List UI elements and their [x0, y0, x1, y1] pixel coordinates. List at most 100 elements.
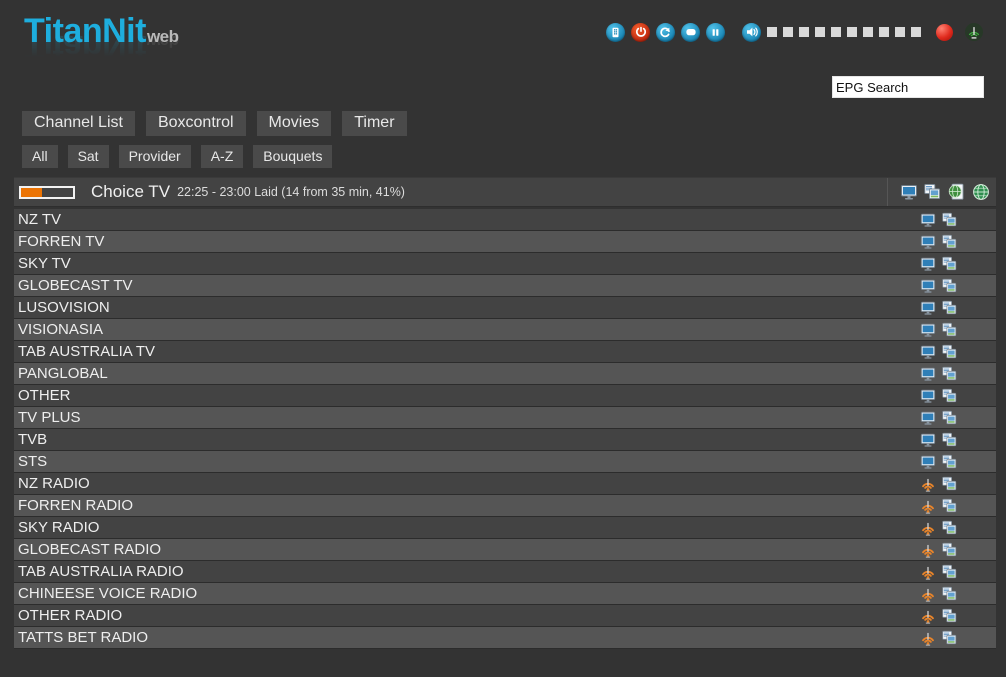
remote-keypad-icon[interactable] [606, 22, 625, 42]
filter-sat[interactable]: Sat [67, 145, 109, 168]
radio-antenna-icon[interactable] [920, 586, 936, 602]
bouquet-list-icon[interactable] [942, 432, 958, 448]
refresh-icon[interactable] [656, 22, 675, 42]
epg-search-input[interactable] [832, 76, 984, 98]
bouquet-list-icon[interactable] [942, 278, 958, 294]
tv-monitor-icon[interactable] [920, 212, 936, 228]
filter-a-z[interactable]: A-Z [200, 145, 244, 168]
channel-row[interactable]: SKY TV [14, 253, 996, 275]
bouquet-list-icon[interactable] [942, 300, 958, 316]
channel-row[interactable]: TVB [14, 429, 996, 451]
bouquet-list-icon[interactable] [942, 498, 958, 514]
bouquet-list-icon[interactable] [942, 542, 958, 558]
channel-row-label: TVB [18, 431, 48, 448]
tab-boxcontrol[interactable]: Boxcontrol [145, 111, 246, 136]
bouquet-list-icon[interactable] [942, 410, 958, 426]
web-page-globe-icon[interactable] [948, 183, 966, 201]
radio-antenna-icon[interactable] [920, 520, 936, 536]
volume-block[interactable] [831, 27, 841, 37]
bouquet-list-icon[interactable] [942, 322, 958, 338]
channel-row[interactable]: STS [14, 451, 996, 473]
volume-block[interactable] [911, 27, 921, 37]
channel-row[interactable]: OTHER [14, 385, 996, 407]
channel-row[interactable]: FORREN RADIO [14, 495, 996, 517]
bouquet-list-icon[interactable] [942, 608, 958, 624]
channel-row[interactable]: PANGLOBAL [14, 363, 996, 385]
filter-bouquets[interactable]: Bouquets [253, 145, 333, 168]
bouquet-list-icon[interactable] [942, 520, 958, 536]
radio-antenna-icon[interactable] [920, 564, 936, 580]
channel-row-actions [920, 454, 996, 470]
now-playing-channel: Choice TV [91, 182, 171, 201]
channel-row[interactable]: FORREN TV [14, 231, 996, 253]
bouquet-list-icon[interactable] [942, 256, 958, 272]
channel-row[interactable]: SKY RADIO [14, 517, 996, 539]
volume-block[interactable] [895, 27, 905, 37]
channel-row[interactable]: TAB AUSTRALIA TV [14, 341, 996, 363]
bouquet-list-icon[interactable] [942, 212, 958, 228]
channel-row[interactable]: NZ RADIO [14, 473, 996, 495]
tv-monitor-icon[interactable] [920, 322, 936, 338]
tv-monitor-icon[interactable] [920, 454, 936, 470]
channel-row[interactable]: TV PLUS [14, 407, 996, 429]
radio-antenna-icon[interactable] [920, 476, 936, 492]
tv-monitor-icon[interactable] [920, 278, 936, 294]
stream-to-tv-icon[interactable] [900, 183, 918, 201]
tv-monitor-icon[interactable] [920, 344, 936, 360]
channel-row[interactable]: TATTS BET RADIO [14, 627, 996, 649]
tv-monitor-icon[interactable] [920, 256, 936, 272]
volume-block[interactable] [847, 27, 857, 37]
bouquet-list-icon[interactable] [942, 344, 958, 360]
multi-window-icon[interactable] [924, 183, 942, 201]
secondary-filters: All Sat Provider A-Z Bouquets [22, 145, 1006, 168]
channel-row-label: CHINEESE VOICE RADIO [18, 585, 198, 602]
channel-row[interactable]: VISIONASIA [14, 319, 996, 341]
radio-antenna-icon[interactable] [920, 630, 936, 646]
tv-monitor-icon[interactable] [920, 432, 936, 448]
filter-provider[interactable]: Provider [118, 145, 191, 168]
tv-monitor-icon[interactable] [920, 300, 936, 316]
globe-icon[interactable] [972, 183, 990, 201]
power-icon[interactable] [631, 22, 650, 42]
bouquet-list-icon[interactable] [942, 454, 958, 470]
channel-row-actions [920, 344, 996, 360]
channel-row-label: TATTS BET RADIO [18, 629, 149, 646]
bouquet-list-icon[interactable] [942, 476, 958, 492]
volume-block[interactable] [767, 27, 777, 37]
radio-antenna-icon[interactable] [920, 498, 936, 514]
volume-block[interactable] [879, 27, 889, 37]
volume-block[interactable] [863, 27, 873, 37]
channel-row[interactable]: OTHER RADIO [14, 605, 996, 627]
bouquet-list-icon[interactable] [942, 630, 958, 646]
radio-antenna-icon[interactable] [920, 542, 936, 558]
volume-icon[interactable] [742, 22, 761, 42]
bouquet-list-icon[interactable] [942, 234, 958, 250]
channel-row[interactable]: CHINEESE VOICE RADIO [14, 583, 996, 605]
screenshot-icon[interactable] [681, 22, 700, 42]
channel-row[interactable]: TAB AUSTRALIA RADIO [14, 561, 996, 583]
volume-block[interactable] [783, 27, 793, 37]
channel-row-actions [920, 322, 996, 338]
channel-row[interactable]: GLOBECAST TV [14, 275, 996, 297]
channel-row[interactable]: LUSOVISION [14, 297, 996, 319]
radio-antenna-icon[interactable] [920, 608, 936, 624]
tv-monitor-icon[interactable] [920, 388, 936, 404]
channel-row-actions [920, 630, 996, 646]
tab-timer[interactable]: Timer [342, 111, 407, 136]
bouquet-list-icon[interactable] [942, 366, 958, 382]
channel-row[interactable]: NZ TV [14, 209, 996, 231]
tab-movies[interactable]: Movies [256, 111, 332, 136]
channel-row[interactable]: GLOBECAST RADIO [14, 539, 996, 561]
filter-all[interactable]: All [22, 145, 58, 168]
tv-monitor-icon[interactable] [920, 410, 936, 426]
volume-block[interactable] [815, 27, 825, 37]
bouquet-list-icon[interactable] [942, 388, 958, 404]
volume-block[interactable] [799, 27, 809, 37]
tv-monitor-icon[interactable] [920, 366, 936, 382]
tab-channel-list[interactable]: Channel List [22, 111, 135, 136]
tv-monitor-icon[interactable] [920, 234, 936, 250]
bouquet-list-icon[interactable] [942, 586, 958, 602]
pause-icon[interactable] [706, 22, 725, 42]
signal-antenna-icon[interactable] [964, 22, 984, 42]
bouquet-list-icon[interactable] [942, 564, 958, 580]
